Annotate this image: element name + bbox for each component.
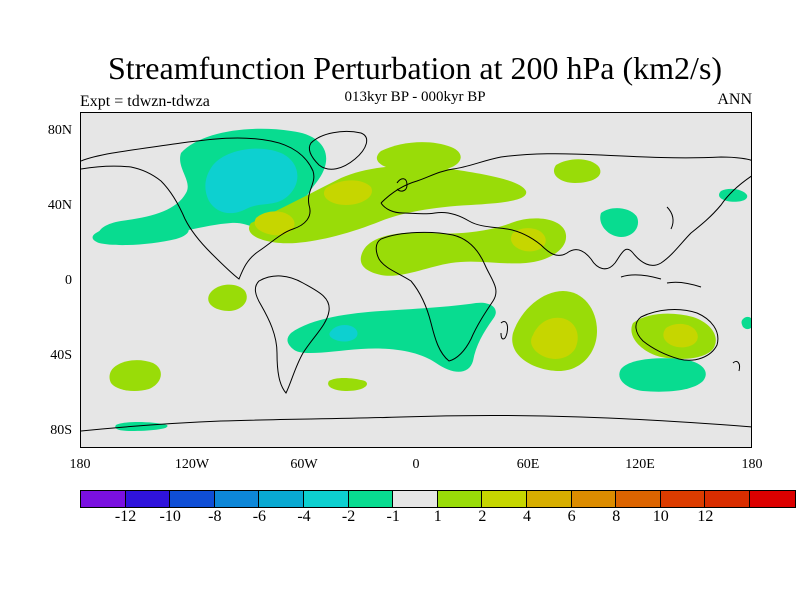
colorbar-box [526,491,572,507]
contour-map [81,128,751,432]
contour-positive-atlantic [249,165,527,244]
coast-eurasia [380,153,751,270]
experiment-label: Expt = tdwzn-tdwza [80,93,210,110]
colorbar-box [482,491,527,507]
colorbar-box [170,491,215,507]
colorbar-label: 2 [478,508,487,525]
contour-positive-central-pacific [208,284,247,311]
contour-positive-australia-core [663,323,698,348]
colorbar-box [125,491,171,507]
colorbar-box [616,491,661,507]
contour-positive-atlantic-core [323,180,372,205]
contour-negative-new-zealand [741,316,751,330]
coast-south-america [254,275,330,394]
colorbar-box [393,491,438,507]
contour-positive-middle-east-core [510,228,546,252]
contour-fills [92,128,751,431]
colorbar-label: -6 [252,508,267,525]
coast-uk [396,178,408,192]
colorbar-box [437,491,483,507]
colorbar-label: 8 [612,508,621,525]
x-tick-label: 60W [290,457,318,472]
colorbar-box [348,491,394,507]
colorbar [80,490,796,508]
colorbar-label: -2 [341,508,356,525]
coast-africa [375,231,497,362]
colorbar-box [214,491,260,507]
contour-strong-negative-north-america [205,148,298,214]
coast-indonesia [620,274,702,288]
contour-negative-southern-ocean [619,358,706,392]
coast-north-america [81,137,315,280]
colorbar-label: 6 [567,508,576,525]
y-tick-label: 80S [50,423,72,438]
season-label: ANN [717,91,752,108]
contour-strong-negative-south-atlantic [329,325,358,342]
contour-positive-south-atlantic-small [328,378,367,391]
chart-subtitle: 013kyr BP - 000kyr BP [344,89,486,105]
colorbar-label: -10 [159,508,181,525]
colorbar-label: -12 [114,508,137,525]
contour-positive-south-pacific [109,360,161,391]
y-tick-label: 40N [47,198,72,213]
x-tick-label: 120W [174,457,210,472]
y-tick-label: 40S [50,348,72,363]
colorbar-box [259,491,304,507]
colorbar-box [705,491,750,507]
contour-positive-siberia [553,159,601,183]
contour-negative-east-asia [600,208,639,237]
chart-title: Streamfunction Perturbation at 200 hPa (… [107,50,723,86]
colorbar-label: 1 [433,508,442,525]
x-tick-label: 120E [625,457,655,472]
x-tick-label: 0 [412,457,420,472]
colorbar-label: -4 [297,508,311,525]
x-tick-label: 180 [69,457,91,472]
contour-positive-europe [376,142,461,172]
coast-antarctica [81,415,751,432]
colorbar-box [303,491,349,507]
colorbar-box [749,491,795,507]
contour-positive-indian-ocean-core [531,317,578,359]
colorbar-label: -8 [208,508,222,525]
coastlines [81,130,751,432]
coast-greenland [308,130,368,170]
coast-australia [635,309,719,361]
coast-madagascar [500,320,508,340]
contour-negative-antarctic-pacific [115,422,168,431]
colorbar-label: 4 [523,508,531,525]
colorbar-box [571,491,617,507]
contour-positive-western-atlantic-core [254,211,295,236]
colorbar-label: -1 [386,508,400,525]
colorbar-box [81,491,126,507]
coast-japan [666,206,674,230]
colorbar-box [660,491,706,507]
contour-negative-south-atlantic [287,302,496,372]
x-tick-label: 60E [516,457,540,472]
contour-negative-pacific [92,220,189,246]
coast-new-zealand [732,360,740,372]
colorbar-label: 10 [652,508,669,525]
y-tick-label: 0 [65,273,72,288]
y-tick-label: 80N [47,123,72,138]
x-tick-label: 180 [741,457,763,472]
colorbar-label: 12 [697,508,714,525]
map-panel [80,112,752,448]
